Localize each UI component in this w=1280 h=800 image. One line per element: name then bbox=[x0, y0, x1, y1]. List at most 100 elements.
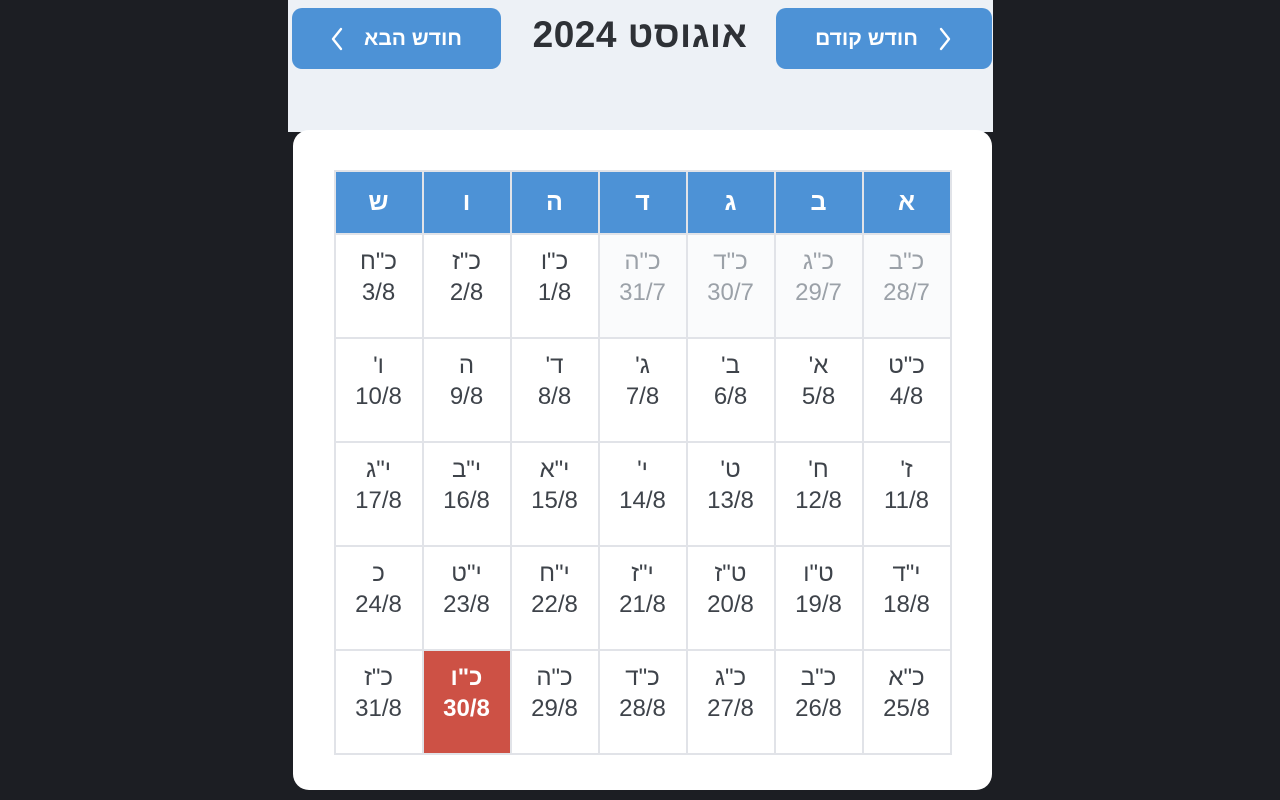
calendar-day-cell[interactable]: ג' 7/8 bbox=[597, 337, 688, 443]
gregorian-date: 8/8 bbox=[537, 383, 572, 410]
calendar-day-cell[interactable]: ט"ז 20/8 bbox=[685, 545, 776, 651]
hebrew-date: כ"ה bbox=[624, 248, 661, 275]
hebrew-date: א' bbox=[808, 352, 829, 379]
calendar-day-cell[interactable]: י"ב 16/8 bbox=[421, 441, 512, 547]
hebrew-date: כ"ה bbox=[536, 664, 573, 691]
gregorian-date: 3/8 bbox=[361, 279, 396, 306]
gregorian-date: 5/8 bbox=[801, 383, 836, 410]
weekday-header: א bbox=[861, 170, 952, 235]
next-month-button[interactable]: חודש הבא bbox=[291, 8, 501, 69]
calendar-day-cell[interactable]: כ"ב 28/7 bbox=[861, 233, 952, 339]
hebrew-date: י"ט bbox=[451, 560, 482, 587]
calendar-day-cell[interactable]: ב' 6/8 bbox=[685, 337, 776, 443]
calendar-day-cell[interactable]: כ"ו 1/8 bbox=[509, 233, 600, 339]
hebrew-date: י"ח bbox=[539, 560, 570, 587]
gregorian-date: 27/8 bbox=[707, 695, 754, 722]
calendar-day-cell[interactable]: כ"ב 26/8 bbox=[773, 649, 864, 755]
calendar-day-cell[interactable]: י"ט 23/8 bbox=[421, 545, 512, 651]
header: חודש קודם אוגוסט 2024 חודש הבא bbox=[287, 0, 993, 132]
calendar-day-cell[interactable]: י"ד 18/8 bbox=[861, 545, 952, 651]
weekday-header: ו bbox=[421, 170, 512, 235]
hebrew-date: כ"ג bbox=[714, 664, 747, 691]
gregorian-date: 11/8 bbox=[884, 487, 929, 514]
gregorian-date: 26/8 bbox=[795, 695, 842, 722]
calendar-day-cell[interactable]: כ 24/8 bbox=[333, 545, 424, 651]
calendar-day-cell[interactable]: כ"ג 27/8 bbox=[685, 649, 776, 755]
weekday-header: ג bbox=[685, 170, 776, 235]
calendar-day-cell[interactable]: כ"ג 29/7 bbox=[773, 233, 864, 339]
gregorian-date: 31/7 bbox=[619, 279, 666, 306]
calendar-day-cell[interactable]: ד' 8/8 bbox=[509, 337, 600, 443]
calendar-day-cell-selected[interactable]: כ"ו 30/8 bbox=[421, 649, 512, 755]
calendar-day-cell[interactable]: ט' 13/8 bbox=[685, 441, 776, 547]
hebrew-date: ח' bbox=[808, 456, 829, 483]
hebrew-date: כ"ח bbox=[360, 248, 397, 275]
gregorian-date: 19/8 bbox=[795, 591, 842, 618]
calendar-week-row: כ"א 25/8 כ"ב 26/8 כ"ג 27/8 כ"ד 28/8 כ"ה 29/8 כ"ו 30… bbox=[333, 649, 952, 755]
calendar-day-cell[interactable]: כ"ד 30/7 bbox=[685, 233, 776, 339]
gregorian-date: 29/7 bbox=[795, 279, 842, 306]
calendar-day-cell[interactable]: ו' 10/8 bbox=[333, 337, 424, 443]
gregorian-date: 10/8 bbox=[355, 383, 402, 410]
weekday-header: ש bbox=[333, 170, 424, 235]
gregorian-date: 31/8 bbox=[355, 695, 402, 722]
calendar-week-row: כ"ב 28/7 כ"ג 29/7 כ"ד 30/7 כ"ה 31/7 כ"ו 1/8 כ"ז 2/8… bbox=[333, 233, 952, 339]
gregorian-date: 16/8 bbox=[443, 487, 490, 514]
calendar-day-cell[interactable]: כ"ח 3/8 bbox=[333, 233, 424, 339]
hebrew-date: כ"ט bbox=[888, 352, 925, 379]
hebrew-date: כ"ד bbox=[625, 664, 660, 691]
calendar-day-cell[interactable]: ז' 11/8 bbox=[861, 441, 952, 547]
calendar-week-row: ז' 11/8 ח' 12/8 ט' 13/8 י' 14/8 י"א 15/8 י"ב 16/8 י"… bbox=[333, 441, 952, 547]
calendar-day-cell[interactable]: א' 5/8 bbox=[773, 337, 864, 443]
hebrew-date: ט' bbox=[720, 456, 741, 483]
gregorian-date: 24/8 bbox=[355, 591, 402, 618]
calendar-day-cell[interactable]: י"א 15/8 bbox=[509, 441, 600, 547]
chevron-right-icon bbox=[938, 26, 952, 52]
gregorian-date: 15/8 bbox=[531, 487, 578, 514]
gregorian-date: 22/8 bbox=[531, 591, 578, 618]
calendar-day-cell[interactable]: כ"ה 29/8 bbox=[509, 649, 600, 755]
calendar-day-cell[interactable]: י' 14/8 bbox=[597, 441, 688, 547]
hebrew-date: כ"א bbox=[888, 664, 925, 691]
weekday-header: ד bbox=[597, 170, 688, 235]
calendar-day-cell[interactable]: ח' 12/8 bbox=[773, 441, 864, 547]
chevron-left-icon bbox=[330, 26, 344, 52]
calendar-day-cell[interactable]: כ"א 25/8 bbox=[861, 649, 952, 755]
hebrew-date: כ"ז bbox=[452, 248, 481, 275]
hebrew-date: כ bbox=[372, 560, 385, 587]
next-month-label: חודש הבא bbox=[364, 26, 462, 50]
gregorian-date: 30/8 bbox=[443, 695, 490, 722]
calendar-day-cell[interactable]: ה 9/8 bbox=[421, 337, 512, 443]
gregorian-date: 6/8 bbox=[713, 383, 748, 410]
hebrew-date: ב' bbox=[721, 352, 740, 379]
hebrew-date: ז' bbox=[900, 456, 913, 483]
gregorian-date: 20/8 bbox=[707, 591, 754, 618]
calendar-day-cell[interactable]: כ"ז 2/8 bbox=[421, 233, 512, 339]
calendar-day-cell[interactable]: כ"ז 31/8 bbox=[333, 649, 424, 755]
hebrew-date: י"ד bbox=[892, 560, 921, 587]
calendar-day-cell[interactable]: י"ג 17/8 bbox=[333, 441, 424, 547]
prev-month-button[interactable]: חודש קודם bbox=[775, 8, 992, 69]
calendar-day-cell[interactable]: י"ז 21/8 bbox=[597, 545, 688, 651]
hebrew-date: כ"ו bbox=[540, 248, 569, 275]
hebrew-date: י"ג bbox=[366, 456, 391, 483]
calendar-day-cell[interactable]: כ"ה 31/7 bbox=[597, 233, 688, 339]
hebrew-date: ג' bbox=[635, 352, 650, 379]
calendar-day-cell[interactable]: י"ח 22/8 bbox=[509, 545, 600, 651]
gregorian-date: 28/7 bbox=[883, 279, 930, 306]
gregorian-date: 9/8 bbox=[449, 383, 484, 410]
hebrew-date: כ"ב bbox=[888, 248, 925, 275]
gregorian-date: 30/7 bbox=[707, 279, 754, 306]
hebrew-date: כ"ב bbox=[800, 664, 837, 691]
hebrew-date: י"ב bbox=[451, 456, 482, 483]
calendar-day-cell[interactable]: כ"ד 28/8 bbox=[597, 649, 688, 755]
weekday-header: ה bbox=[509, 170, 600, 235]
calendar-day-cell[interactable]: כ"ט 4/8 bbox=[861, 337, 952, 443]
gregorian-date: 13/8 bbox=[707, 487, 754, 514]
gregorian-date: 2/8 bbox=[449, 279, 484, 306]
hebrew-date: ד' bbox=[545, 352, 564, 379]
calendar-day-cell[interactable]: ט"ו 19/8 bbox=[773, 545, 864, 651]
